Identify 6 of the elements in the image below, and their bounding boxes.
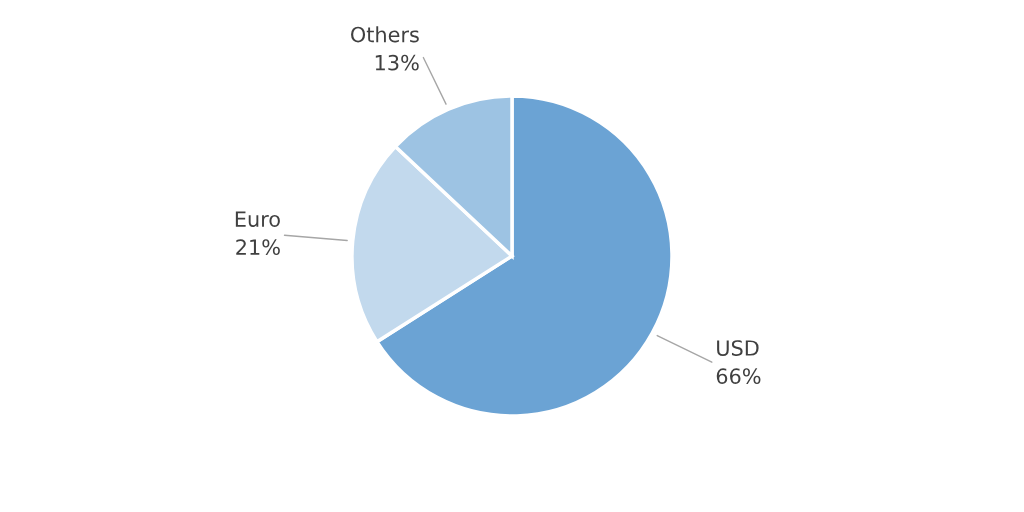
data-label: 13% <box>375 54 419 71</box>
slice-label: Others <box>351 26 419 43</box>
data-label: 21% <box>236 239 280 255</box>
slice-label: USD <box>717 340 759 356</box>
slice-label: Euro <box>235 211 280 227</box>
data-label: 66% <box>716 368 761 384</box>
